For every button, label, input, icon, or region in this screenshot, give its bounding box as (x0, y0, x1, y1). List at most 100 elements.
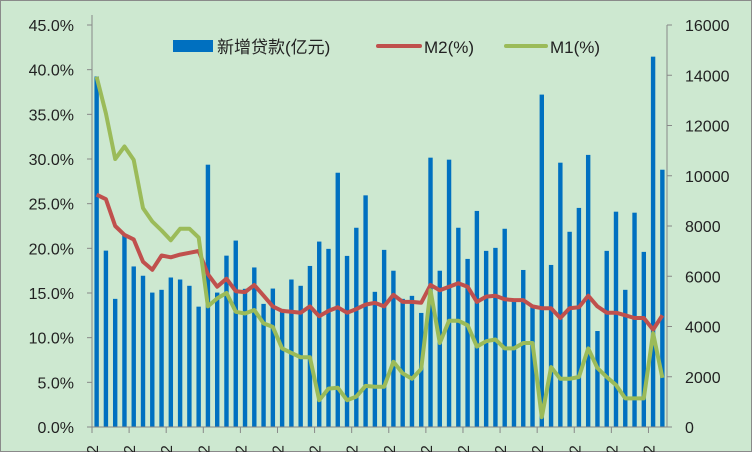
left-tick-label: 10.0% (29, 331, 74, 348)
legend-label-m1: M1(%) (550, 38, 600, 57)
bar-series (94, 56, 665, 428)
bar (437, 270, 442, 427)
bar (168, 277, 174, 427)
bar (224, 255, 229, 427)
left-tick-label: 40.0% (29, 63, 74, 80)
bar (196, 306, 201, 427)
bar (326, 248, 331, 427)
bar (585, 154, 591, 428)
right-tick-label: 14000 (685, 68, 730, 85)
bar (502, 228, 507, 427)
bar (595, 331, 600, 427)
right-tick-label: 4000 (685, 320, 721, 337)
bar (307, 265, 313, 427)
bar (409, 295, 415, 427)
left-tick-label: 20.0% (29, 241, 74, 258)
bar (604, 250, 609, 427)
bar (354, 227, 359, 427)
bar (94, 76, 99, 427)
bar (400, 298, 405, 427)
bar (539, 94, 544, 427)
x-tick-label: 2 (122, 445, 139, 452)
right-tick-label: 0 (685, 420, 694, 437)
bar (493, 247, 498, 427)
x-tick-label: 2 (345, 445, 362, 452)
line-series (94, 76, 665, 420)
left-tick-label: 25.0% (29, 197, 74, 214)
right-tick-label: 10000 (685, 169, 730, 186)
bar (567, 231, 572, 427)
right-tick-label: 6000 (685, 269, 721, 286)
bar (131, 266, 136, 427)
x-tick-label: 2 (641, 445, 658, 452)
left-tick-label: 35.0% (29, 107, 74, 124)
legend: 新增贷款(亿元) M2(%) M1(%) (173, 38, 600, 57)
x-tick-label: 2 (419, 445, 436, 452)
m2-line (95, 192, 665, 332)
bar (233, 240, 238, 427)
bar (261, 303, 266, 427)
bar (576, 207, 582, 427)
axes: 0.0% 5.0% 10.0% 15.0% 20.0% 25.0% 30.0% 35.0% 40… (29, 15, 730, 452)
bar (270, 288, 276, 427)
x-tick-label: 2 (233, 445, 250, 452)
m1-line (94, 76, 665, 420)
right-tick-label: 2000 (685, 370, 721, 387)
x-tick-label: 2 (456, 445, 473, 452)
x-tick-label: 2 (270, 445, 287, 452)
bar (140, 275, 146, 427)
right-tick-label: 16000 (685, 18, 730, 35)
x-tick-label: 2 (604, 445, 621, 452)
bar (279, 308, 285, 427)
bar (548, 264, 554, 427)
legend-swatch-loans (173, 40, 213, 52)
bar (446, 159, 452, 428)
bar (335, 172, 340, 427)
bar (150, 292, 155, 427)
bar (641, 251, 647, 427)
left-tick-label: 15.0% (29, 286, 74, 303)
bar (252, 267, 257, 427)
legend-label-loans: 新增贷款(亿元) (217, 38, 330, 57)
bar (344, 255, 350, 427)
bar (511, 301, 517, 427)
bar (122, 234, 127, 427)
bar (363, 195, 368, 427)
bar (391, 270, 396, 427)
legend-label-m2: M2(%) (424, 38, 474, 57)
bar (623, 289, 628, 427)
bar (650, 56, 656, 427)
bar (465, 258, 470, 427)
bar (474, 210, 480, 427)
x-tick-label: 2 (493, 445, 510, 452)
bar (215, 292, 220, 427)
x-tick-label: 2 (567, 445, 584, 452)
bar (558, 162, 563, 427)
bar (112, 298, 118, 427)
left-tick-label: 0.0% (38, 420, 74, 437)
bar (381, 249, 387, 427)
x-tick-label: 2 (382, 445, 399, 452)
right-tick-label: 8000 (685, 219, 721, 236)
bar (483, 250, 489, 427)
bar (660, 169, 665, 427)
left-tick-label: 45.0% (29, 18, 74, 35)
x-tick-label: 2 (196, 445, 213, 452)
bar (530, 306, 535, 427)
bar (372, 291, 378, 427)
bar (456, 227, 461, 427)
x-tick-label: 2 (85, 445, 102, 452)
left-tick-label: 30.0% (29, 152, 74, 169)
bar (242, 288, 248, 427)
bar (317, 241, 322, 427)
bar (521, 269, 526, 427)
x-tick-label: 2 (530, 445, 547, 452)
bar (103, 250, 109, 427)
left-tick-label: 5.0% (38, 375, 74, 392)
bar (177, 279, 183, 427)
x-tick-label: 2 (159, 445, 176, 452)
bar (613, 211, 619, 427)
bar (187, 285, 192, 427)
x-tick-label: 2 (308, 445, 325, 452)
